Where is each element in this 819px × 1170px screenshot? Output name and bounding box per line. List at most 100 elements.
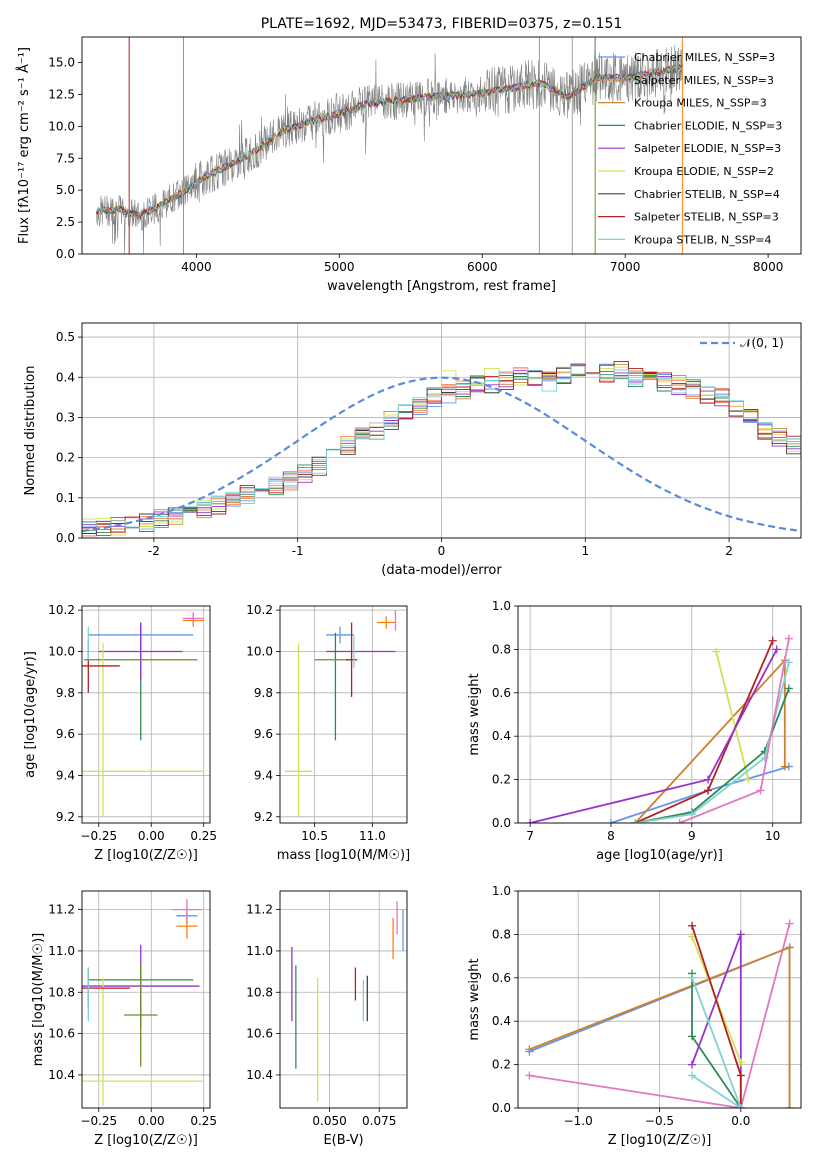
x-tick-label: 7000: [610, 260, 641, 274]
y-tick-label: 7.5: [56, 151, 75, 165]
y-tick-label: 0.8: [492, 642, 511, 656]
x-axis-label: (data-model)/error: [381, 563, 502, 578]
y-tick-label: 0.4: [56, 370, 75, 384]
x-tick-label: 8: [607, 829, 615, 843]
x-tick-label: 0: [438, 544, 446, 558]
y-tick-label: 1.0: [492, 599, 511, 613]
data-point-marker: [756, 786, 765, 795]
y-tick-label: 0.0: [492, 1101, 511, 1115]
data-point-marker: [688, 1032, 697, 1041]
data-point-marker: [785, 1104, 794, 1108]
legend-entry: Kroupa ELODIE, N_SSP=2: [634, 165, 774, 178]
model-spectrum-line: [95, 64, 683, 220]
plot-area: [82, 360, 801, 537]
y-tick-label: 0.0: [56, 247, 75, 261]
plot-area: [82, 612, 204, 817]
y-tick-label: 9.6: [254, 727, 273, 741]
data-point-marker: [780, 762, 789, 771]
axes-frame: [279, 890, 408, 1109]
x-axis-label: age [log10(age/yr)]: [596, 848, 723, 863]
plot-area: [284, 610, 397, 817]
y-tick-label: 9.4: [56, 768, 75, 782]
data-point-marker: [687, 810, 696, 819]
normal-reference-curve: [82, 376, 801, 533]
legend-entry: Chabrier ELODIE, N_SSP=3: [634, 119, 782, 132]
y-tick-label: 10.6: [246, 1027, 273, 1041]
y-axis-label: mass weight: [467, 958, 482, 1040]
data-point-marker: [784, 658, 793, 667]
data-point-marker: [704, 786, 713, 795]
data-point-marker: [768, 636, 777, 645]
x-tick-label: 7: [526, 829, 534, 843]
legend-entry: Kroupa STELIB, N_SSP=4: [634, 233, 772, 246]
data-point-marker: [785, 919, 794, 928]
x-tick-label: −0.25: [80, 1114, 117, 1128]
data-point-marker: [631, 819, 640, 823]
y-axis-label: Flux [fλ10⁻¹⁷ erg cm⁻² s⁻¹ Å⁻¹]: [16, 47, 32, 244]
data-point-marker: [526, 819, 535, 823]
legend-entry: Salpeter ELODIE, N_SSP=3: [634, 142, 781, 155]
data-point-marker: [704, 775, 713, 784]
y-axis-label: Normed distribution: [23, 366, 38, 496]
x-tick-label: −1.0: [564, 1114, 593, 1128]
data-point-marker: [688, 973, 697, 982]
x-tick-label: 6000: [467, 260, 498, 274]
y-tick-label: 0.2: [56, 451, 75, 465]
mass-weight-line: [634, 640, 774, 823]
y-tick-label: 10.8: [48, 985, 75, 999]
y-tick-label: 0.5: [56, 330, 75, 344]
x-tick-label: -1: [292, 544, 304, 558]
x-tick-label: 9: [688, 829, 696, 843]
y-tick-label: 0.1: [56, 491, 75, 505]
x-axis-label: mass [log10(M/M☉)]: [277, 848, 410, 863]
y-tick-label: 10.0: [246, 644, 273, 658]
data-point-marker: [784, 634, 793, 643]
y-tick-label: 0.0: [492, 816, 511, 830]
data-point-marker: [688, 921, 697, 930]
observed-spectrum: [96, 40, 683, 254]
x-axis-label: Z [log10(Z/Z☉)]: [608, 1133, 712, 1148]
x-tick-label: 1: [581, 544, 589, 558]
x-tick-label: −0.5: [645, 1114, 674, 1128]
data-point-marker: [744, 775, 753, 784]
spectrum-panel: 4000 5000 6000 7000 8000 0.0 2.5 5.0 7.5 10.0 12.5…: [16, 16, 802, 294]
data-point-marker: [688, 1071, 697, 1080]
plot-area: [525, 919, 794, 1108]
mass-age-panel: 10.5 11.0 9.2 9.4 9.6 9.8 10.0 10.2 mass [log10(…: [246, 603, 410, 863]
legend-entry: Salpeter MILES, N_SSP=3: [634, 74, 774, 87]
mass-weight-line: [691, 977, 742, 1108]
y-tick-label: 10.2: [246, 603, 273, 617]
chart-title: PLATE=1692, MJD=53473, FIBERID=0375, z=0…: [261, 16, 623, 32]
data-point-marker: [688, 1060, 697, 1069]
histogram-step: [82, 365, 801, 530]
y-tick-label: 0.2: [492, 773, 511, 787]
y-tick-label: 11.2: [48, 903, 75, 917]
data-point-marker: [736, 930, 745, 939]
data-point-marker: [525, 1071, 534, 1080]
legend-entry: Kroupa MILES, N_SSP=3: [634, 97, 767, 110]
y-tick-label: 0.8: [492, 927, 511, 941]
legend-entry: Salpeter STELIB, N_SSP=3: [634, 211, 779, 224]
x-tick-label: 0.00: [138, 1114, 165, 1128]
y-tick-label: 10.6: [48, 1027, 75, 1041]
x-tick-label: 2: [725, 544, 733, 558]
legend: Chabrier MILES, N_SSP=3 Salpeter MILES, N…: [598, 51, 782, 246]
legend-entry: Chabrier MILES, N_SSP=3: [634, 51, 775, 64]
age-massweight-panel: 7 8 9 10 0.0 0.2 0.4 0.6 0.8 1.0 age [log10(age/yr…: [467, 599, 802, 863]
x-axis-label: E(B-V): [323, 1133, 363, 1148]
y-tick-label: 10.2: [48, 603, 75, 617]
y-tick-label: 0.2: [492, 1058, 511, 1072]
data-point-marker: [712, 647, 721, 656]
y-tick-label: 10.4: [246, 1068, 273, 1082]
data-point-marker: [736, 1058, 745, 1067]
y-tick-label: 0.3: [56, 410, 75, 424]
axes-frame: [279, 605, 408, 824]
x-tick-label: 5000: [324, 260, 355, 274]
y-tick-label: 11.0: [48, 944, 75, 958]
data-point-marker: [525, 1045, 534, 1054]
x-tick-label: 0.25: [190, 829, 217, 843]
y-tick-label: 9.6: [56, 727, 75, 741]
model-spectrum-line: [95, 65, 683, 219]
residual-histogram-panel: -2 -1 0 1 2 0.0 0.1 0.2 0.3 0.4 0.5 (data-model)/er…: [23, 322, 802, 578]
x-tick-label: 0.00: [138, 829, 165, 843]
